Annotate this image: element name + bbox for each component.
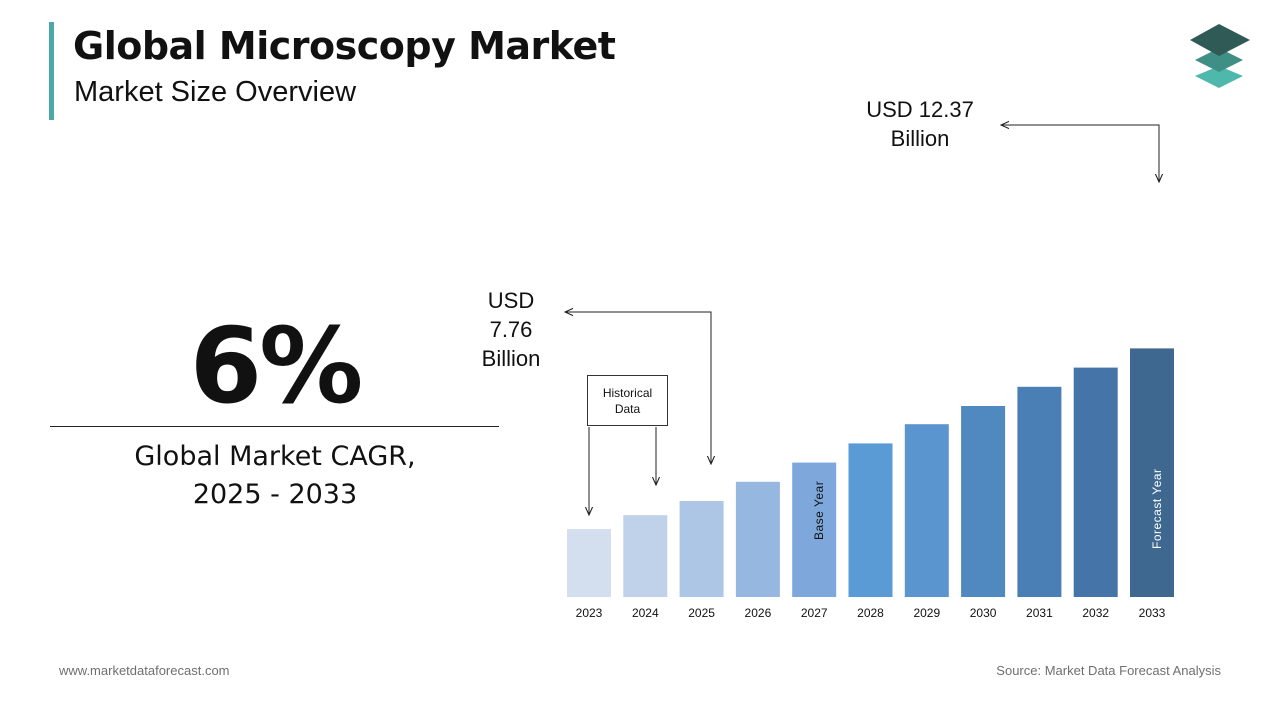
historical-data-box: Historical Data	[587, 375, 668, 426]
end-callout-arrow	[1001, 125, 1159, 182]
base-year-label: Base Year	[812, 480, 826, 540]
brand-logo-icon	[1190, 24, 1250, 88]
historical-line2: Data	[614, 402, 641, 416]
x-tick-label-2026: 2026	[745, 606, 772, 620]
x-tick-label-2025: 2025	[688, 606, 715, 620]
end-value-callout: USD 12.37 Billion	[845, 95, 995, 153]
footer-website: www.marketdataforecast.com	[59, 663, 230, 678]
bar-2031	[1017, 386, 1062, 597]
cagr-label-line1: Global Market CAGR,	[134, 441, 416, 472]
start-callout-line2: 7.76	[489, 317, 533, 342]
x-tick-label-2029: 2029	[913, 606, 940, 620]
bar-2033	[1130, 348, 1174, 597]
start-callout-line3: Billion	[481, 346, 541, 371]
cagr-label-line2: 2025 - 2033	[192, 479, 358, 510]
cagr-label: Global Market CAGR, 2025 - 2033	[50, 438, 500, 514]
start-callout-line1: USD	[487, 288, 535, 313]
historical-line1: Historical	[602, 386, 653, 400]
bar-2028	[848, 443, 893, 597]
page-title: Global Microscopy Market	[73, 24, 616, 68]
cagr-divider	[50, 426, 499, 427]
x-tick-label-2032: 2032	[1082, 606, 1109, 620]
bar-2026	[735, 481, 780, 597]
page-subtitle: Market Size Overview	[74, 76, 357, 108]
x-tick-label-2027: 2027	[801, 606, 828, 620]
start-callout-arrow	[565, 312, 711, 464]
title-accent-bar	[49, 22, 54, 120]
bar-2029	[904, 424, 949, 597]
x-tick-label-2028: 2028	[857, 606, 884, 620]
forecast-year-label: Forecast Year	[1150, 468, 1164, 549]
bar-2023	[567, 529, 611, 597]
bar-2032	[1073, 367, 1118, 597]
end-callout-line2: Billion	[890, 126, 950, 151]
start-value-callout: USD 7.76 Billion	[466, 286, 556, 373]
x-tick-label-2024: 2024	[632, 606, 659, 620]
bar-2030	[961, 406, 1006, 597]
footer-source: Source: Market Data Forecast Analysis	[996, 663, 1221, 678]
bar-2025	[679, 501, 724, 597]
bar-2024	[623, 515, 668, 597]
bar-2027	[792, 462, 837, 597]
x-tick-label-2030: 2030	[970, 606, 997, 620]
end-callout-line1: USD 12.37	[866, 97, 974, 122]
cagr-value: 6%	[189, 305, 364, 427]
x-tick-label-2033: 2033	[1139, 606, 1166, 620]
x-tick-label-2031: 2031	[1026, 606, 1053, 620]
x-tick-label-2023: 2023	[576, 606, 603, 620]
